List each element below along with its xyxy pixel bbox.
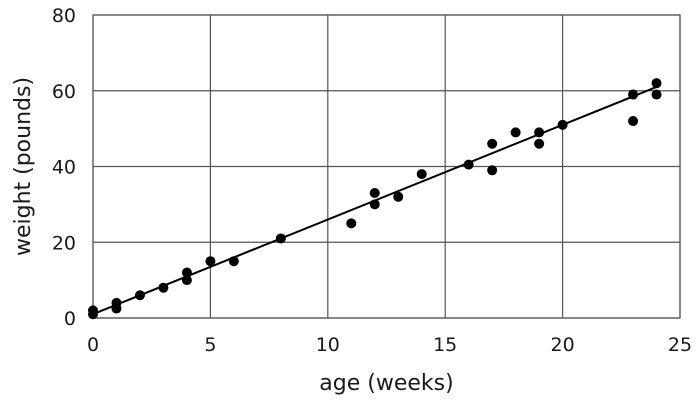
x-tick-label: 10: [316, 334, 340, 356]
y-tick-label: 0: [64, 308, 76, 330]
data-point: [158, 282, 169, 293]
x-axis-tick-labels: 0 5 10 15 20 25: [87, 334, 692, 356]
data-point: [416, 169, 427, 180]
y-tick-label: 60: [52, 81, 76, 103]
data-point: [346, 218, 357, 229]
data-point: [88, 305, 98, 316]
x-tick-label: 0: [87, 334, 99, 356]
data-point: [487, 165, 498, 176]
data-point: [369, 199, 380, 210]
y-tick-label: 80: [52, 5, 76, 27]
grid-lines: [92, 14, 681, 319]
data-point: [369, 188, 380, 199]
data-point: [557, 119, 568, 130]
x-tick-label: 25: [668, 334, 692, 356]
data-point: [111, 297, 122, 308]
x-tick-label: 15: [433, 334, 457, 356]
data-point: [628, 89, 639, 100]
plot-frame: [92, 14, 681, 319]
data-point: [181, 275, 192, 286]
data-point: [534, 138, 545, 149]
data-point: [228, 256, 239, 267]
y-tick-label: 20: [52, 232, 76, 254]
x-tick-label: 5: [204, 334, 216, 356]
y-axis-title: weight (pounds): [11, 77, 36, 256]
data-point: [393, 191, 404, 202]
y-tick-label: 40: [52, 157, 76, 179]
data-point: [205, 256, 216, 267]
x-axis-title: age (weeks): [319, 371, 453, 396]
data-point: [181, 267, 192, 278]
data-point: [134, 290, 145, 301]
data-point: [651, 78, 662, 89]
y-axis-tick-labels: 0 20 40 60 80: [52, 5, 76, 330]
data-point: [651, 89, 662, 100]
data-point: [534, 127, 545, 138]
data-point: [275, 233, 286, 244]
data-points: [88, 78, 662, 320]
data-point: [487, 138, 498, 149]
data-point: [510, 127, 521, 138]
x-tick-label: 20: [551, 334, 575, 356]
data-point: [628, 116, 639, 127]
data-point: [463, 159, 474, 170]
